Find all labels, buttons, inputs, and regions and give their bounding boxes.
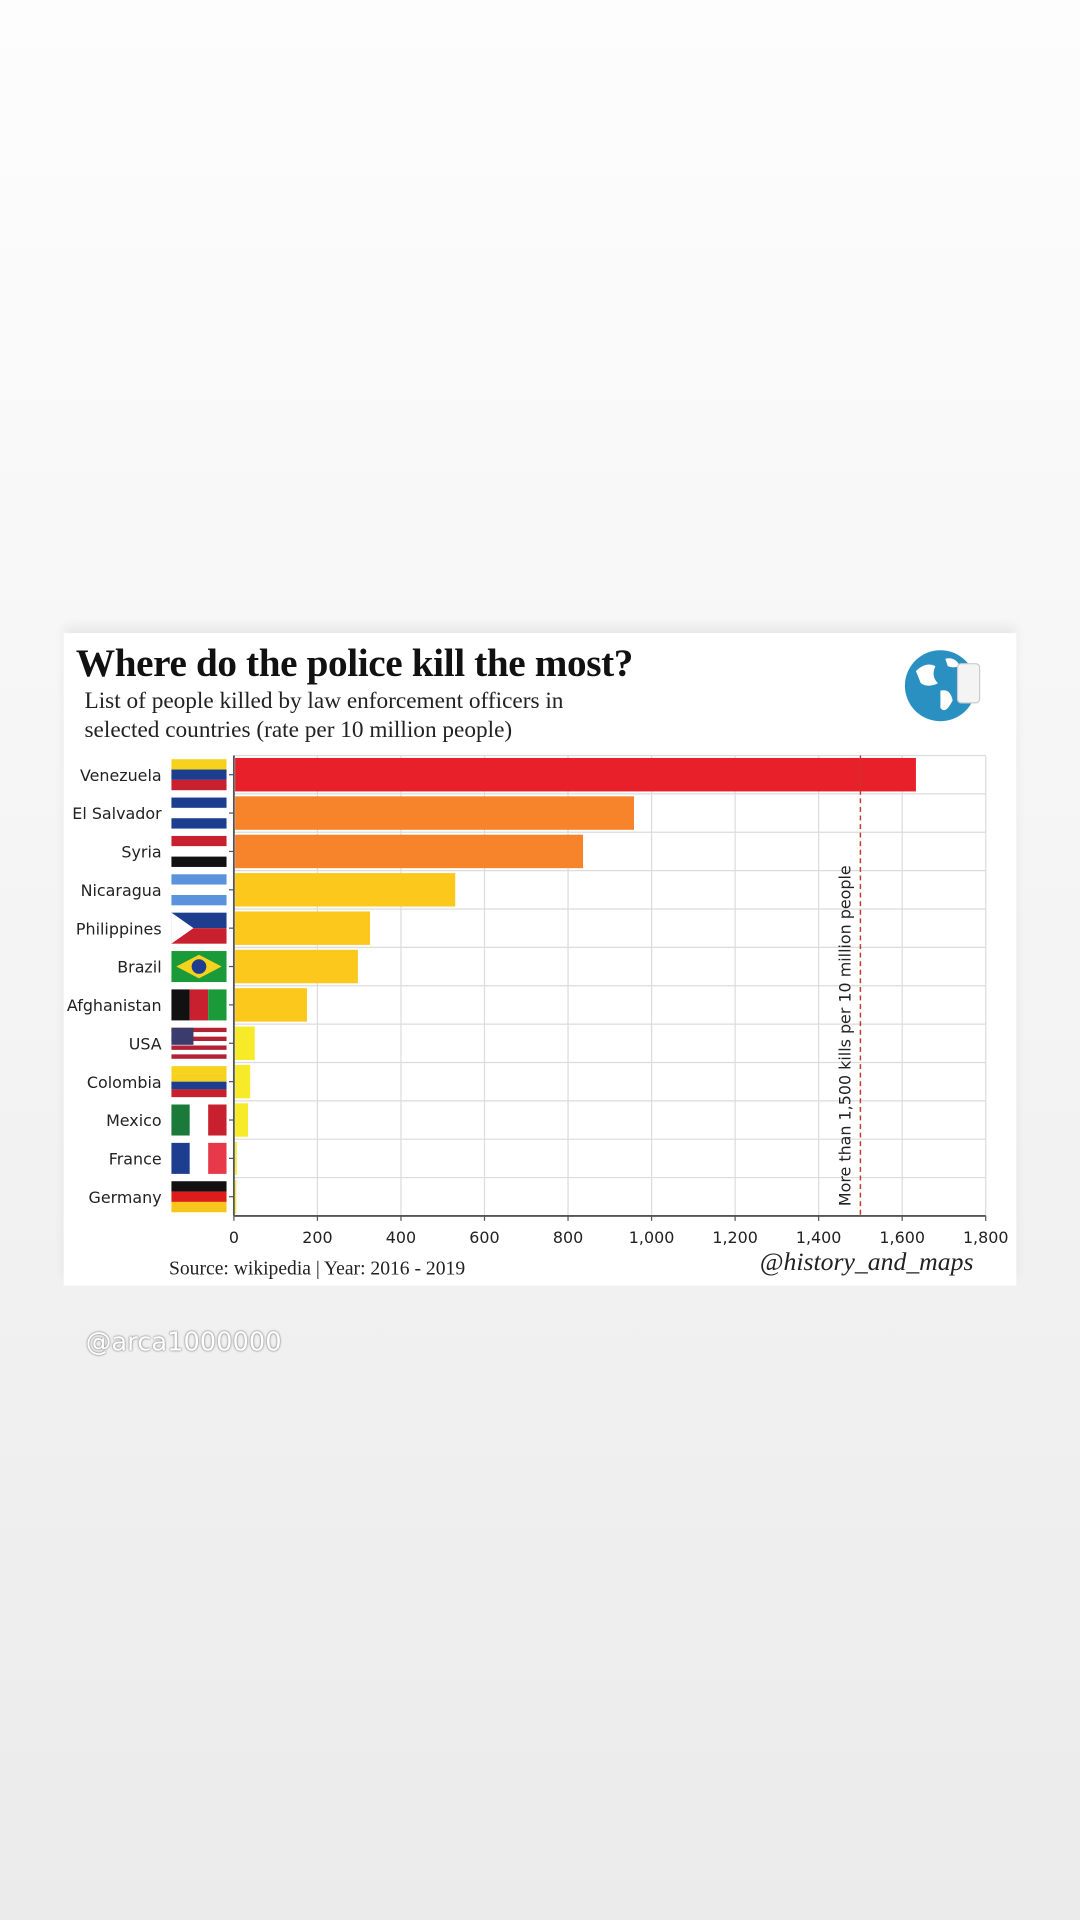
- bar-mexico: [235, 1103, 249, 1137]
- flag-stripe: [171, 1081, 227, 1090]
- flag-stripe: [171, 1089, 227, 1098]
- x-tick-label: 1,000: [629, 1228, 675, 1247]
- flag-stripe: [208, 1104, 227, 1136]
- flag-stripe: [171, 797, 227, 808]
- reference-line-label: More than 1,500 kills per 10 million peo…: [836, 865, 855, 1206]
- flag-stripe: [171, 818, 227, 829]
- flag-stripe: [171, 1142, 190, 1174]
- flag-triangle: [171, 912, 194, 944]
- flag-stripe: [171, 1054, 227, 1059]
- chart-title: Where do the police kill the most?: [75, 640, 634, 685]
- credit-handle: @history_and_maps: [759, 1246, 974, 1276]
- category-label: Mexico: [106, 1111, 162, 1130]
- flag-stripe: [171, 846, 227, 857]
- bar-afghanistan: [235, 988, 307, 1022]
- flag-stripe: [171, 835, 227, 847]
- category-label: Colombia: [87, 1073, 162, 1092]
- bar-colombia: [235, 1064, 251, 1099]
- bar-germany: [235, 1180, 237, 1214]
- category-label: Brazil: [117, 958, 161, 977]
- flag-stripe: [171, 779, 227, 791]
- bar-venezuela: [235, 757, 916, 792]
- flag-stripe: [171, 769, 227, 780]
- globe-icon: [904, 650, 981, 722]
- flag-stripe: [171, 759, 227, 770]
- bar-brazil: [235, 949, 358, 984]
- x-tick-label: 1,600: [879, 1228, 925, 1247]
- flag-stripe: [171, 1191, 227, 1202]
- flag-canton: [171, 1027, 194, 1045]
- category-label: USA: [129, 1034, 162, 1053]
- category-label: France: [109, 1149, 162, 1168]
- flag-stripe: [171, 1201, 227, 1213]
- story-watermark: @arca1000000: [85, 1327, 282, 1357]
- flag-stripe: [171, 894, 227, 906]
- category-label: Nicaragua: [81, 881, 162, 900]
- category-label: Germany: [89, 1188, 162, 1207]
- flag-stripe: [171, 807, 227, 819]
- x-tick-label: 0: [229, 1228, 239, 1247]
- x-tick-label: 200: [302, 1228, 332, 1247]
- flag-stripe: [171, 1036, 227, 1042]
- flag-stripe: [171, 1032, 227, 1037]
- flag-stripe: [171, 874, 227, 885]
- x-tick-label: 1,200: [712, 1228, 758, 1247]
- x-tick-label: 400: [386, 1228, 416, 1247]
- flag-stripe: [171, 856, 227, 867]
- category-label: Afghanistan: [67, 996, 162, 1015]
- flag-stripe: [189, 1142, 209, 1174]
- bar-el-salvador: [235, 796, 634, 830]
- source-note: Source: wikipedia | Year: 2016 - 2019: [168, 1258, 466, 1280]
- x-tick-label: 1,400: [796, 1228, 842, 1247]
- flag-stripe: [171, 1066, 227, 1074]
- category-label: Syria: [121, 843, 161, 862]
- bar-chart: 0 200 400 600 800 1,000 1,200 1,400 1,600 1,800 Ve…: [67, 754, 1009, 1247]
- flag-stripe: [189, 1104, 209, 1136]
- x-tick-label: 1,800: [963, 1228, 1009, 1247]
- bar-syria: [235, 834, 584, 869]
- flag-stripe: [171, 1041, 227, 1046]
- infographic-card: Where do the police kill the most? List …: [63, 633, 1017, 1286]
- flag-stripe: [189, 989, 209, 1021]
- flag-globe: [191, 959, 207, 974]
- category-label: El Salvador: [72, 804, 162, 823]
- flag-stripe: [208, 989, 227, 1021]
- flag-stripe: [171, 1181, 227, 1192]
- category-label: Venezuela: [80, 766, 162, 785]
- bar-usa: [235, 1026, 255, 1061]
- x-tick-label: 600: [469, 1228, 499, 1247]
- bar-philippines: [235, 911, 371, 945]
- flag-stripe: [171, 1027, 227, 1033]
- bar-france: [235, 1141, 237, 1176]
- flag-stripe: [171, 1104, 190, 1136]
- bar-nicaragua: [235, 873, 456, 907]
- flag-stripe: [171, 1073, 227, 1082]
- category-label: Philippines: [76, 919, 162, 938]
- flag-stripe: [171, 1045, 227, 1050]
- flag-stripe: [171, 884, 227, 895]
- flag-stripe: [208, 1142, 227, 1174]
- flag-stripe: [171, 989, 190, 1021]
- chart-subtitle-line-2: selected countries (rate per 10 million …: [84, 717, 513, 744]
- flag-stripe: [171, 1049, 227, 1055]
- x-tick-label: 800: [553, 1228, 583, 1247]
- chart-subtitle-line-1: List of people killed by law enforcement…: [84, 688, 564, 714]
